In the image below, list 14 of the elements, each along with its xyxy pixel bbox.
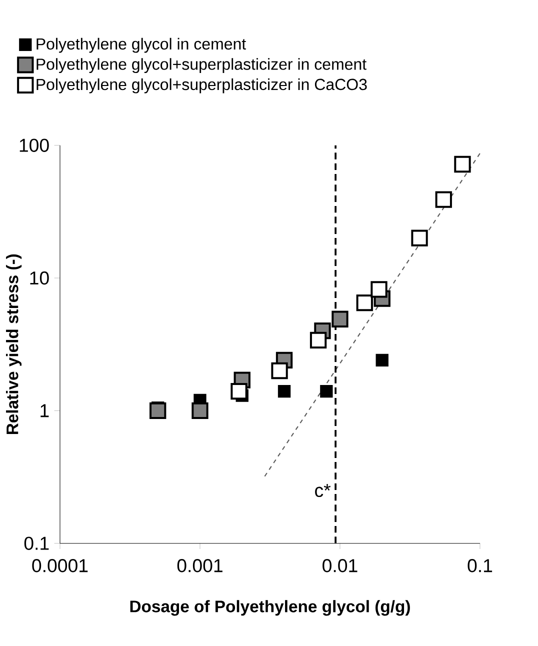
y-tick-label: 100 xyxy=(20,138,49,152)
y-tick-label: 10 xyxy=(30,271,49,285)
y-axis-title: Relative yield stress (-) xyxy=(6,254,22,434)
x-tick-label: 0.0001 xyxy=(32,559,88,572)
y-tick-label: 0.1 xyxy=(24,536,49,550)
x-tick-label: 0.001 xyxy=(177,559,222,572)
x-tick-label: 0.1 xyxy=(468,559,492,572)
x-tick-label: 0.01 xyxy=(322,559,358,572)
legend-label: Polyethylene glycol+superplasticizer in cement xyxy=(36,58,366,74)
legend-label: Polyethylene glycol in cement xyxy=(36,38,246,53)
x-axis-title: Dosage of Polyethylene glycol (g/g) xyxy=(130,600,410,616)
ref-line-label: c* xyxy=(315,484,331,498)
legend-label: Polyethylene glycol+superplasticizer in CaCO3 xyxy=(36,78,367,94)
y-tick-label: 1 xyxy=(40,404,49,418)
